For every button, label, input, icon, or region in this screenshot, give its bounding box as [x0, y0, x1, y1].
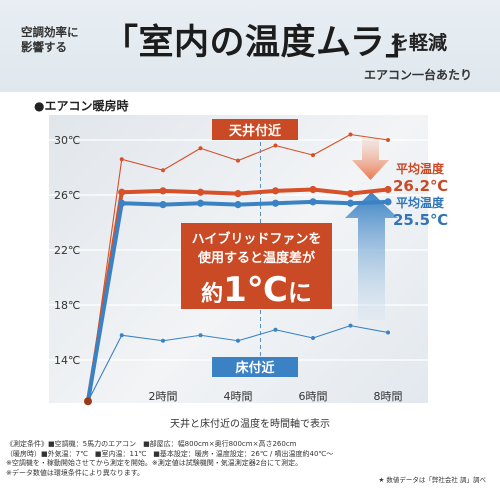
data-point — [386, 330, 390, 335]
callout-prefix: 約 — [201, 281, 223, 307]
measurement-notes: 《測定条件》■空調機：5馬力のエアコン ■部屋広：幅800cm×奥行800cm×… — [6, 440, 486, 478]
note-line: 《測定条件》■空調機：5馬力のエアコン ■部屋広：幅800cm×奥行800cm×… — [6, 440, 297, 448]
y-tick-label: 14℃ — [54, 354, 80, 367]
origin-point — [84, 397, 92, 406]
y-tick-label: 18℃ — [54, 299, 80, 312]
floor-label: 床付近 — [235, 360, 274, 376]
series-layer — [84, 132, 392, 406]
data-point — [348, 132, 353, 137]
callout-box — [181, 223, 332, 309]
data-point — [271, 199, 280, 207]
data-point — [118, 188, 126, 196]
data-point — [196, 199, 205, 207]
data-point — [311, 153, 315, 158]
data-point — [161, 338, 165, 343]
data-point — [119, 333, 124, 338]
callout-line3: 約1℃に — [201, 270, 312, 310]
avg-label-top: 平均温度 — [396, 161, 445, 176]
y-axis-ticks: 14℃ 18℃ 22℃ 26℃ 30℃ — [54, 134, 80, 367]
x-tick-label: 4時間 — [224, 390, 253, 403]
y-tick-label: 22℃ — [54, 244, 80, 257]
x-tick-label: 6時間 — [299, 390, 328, 403]
y-tick-label: 30℃ — [54, 134, 80, 147]
note-line: （暖房時）■外気温：7℃ ■室内温：11℃ ■基本設定：暖房・温度設定：26℃ … — [6, 449, 334, 458]
header-title-tail: を軽減 — [390, 32, 448, 54]
data-point — [198, 333, 203, 338]
x-tick-label: 8時間 — [374, 390, 403, 403]
down-arrow-icon — [352, 138, 389, 180]
data-point — [348, 323, 353, 328]
y-tick-label: 26℃ — [54, 189, 80, 202]
data-point — [234, 190, 242, 198]
header-lead: 空調効率に 影響する — [21, 25, 79, 55]
data-point — [118, 199, 126, 207]
data-point — [346, 199, 355, 207]
data-point — [236, 158, 240, 163]
data-point — [384, 198, 392, 206]
floor-label-box — [212, 357, 298, 377]
chart-caption: 天井と床付近の温度を時間軸で表示 — [170, 419, 330, 430]
header-lead-line1: 空調効率に — [21, 25, 79, 39]
data-point — [161, 168, 165, 173]
data-point — [311, 336, 315, 340]
data-point — [309, 185, 317, 194]
data-point — [198, 146, 203, 151]
ceiling-label-box — [212, 119, 298, 140]
avg-value-top: 26.2℃ — [393, 177, 448, 195]
data-point — [119, 157, 124, 162]
data-point — [159, 187, 167, 195]
data-point — [273, 143, 278, 148]
data-point — [309, 198, 317, 206]
callout-big: 1℃ — [223, 270, 288, 310]
ceiling-label: 天井付近 — [229, 123, 281, 139]
x-tick-label: 2時間 — [149, 390, 178, 403]
header-banner: 空調効率に 影響する 「室内の温度ムラ」 を軽減 エアコン一台あたり — [0, 0, 500, 92]
avg-label-bottom: 平均温度 — [396, 195, 445, 210]
data-point — [196, 188, 205, 196]
data-point — [234, 201, 242, 209]
callout-line1: ハイブリッドファンを — [192, 231, 322, 247]
callout-line2: 使用すると温度差が — [197, 250, 315, 266]
section-title: ●エアコン暖房時 — [34, 99, 129, 113]
header-lead-line2: 影響する — [21, 40, 67, 54]
avg-value-bottom: 25.5℃ — [393, 211, 448, 229]
per-unit-note: エアコン一台あたり — [363, 68, 472, 82]
data-source-note: ★ 数値データは「弊社会社 調」調べ — [378, 476, 486, 484]
data-point — [236, 338, 240, 343]
data-point — [346, 190, 355, 198]
x-axis-ticks: 2時間 4時間 6時間 8時間 — [149, 390, 403, 403]
note-line: ※空調機を・稼動開始させてから測定を開始。※測定値は試験機関・気温測定器2台にて… — [6, 459, 303, 467]
data-point — [159, 201, 167, 209]
data-point — [386, 138, 390, 142]
header-title: 「室内の温度ムラ」 — [103, 23, 421, 63]
data-point — [273, 327, 278, 332]
up-arrow-icon — [345, 192, 398, 320]
data-point — [271, 187, 280, 195]
data-point — [384, 185, 392, 194]
note-line: ※データ数値は環境条件により異なります。 — [6, 468, 145, 477]
callout-suffix: に — [288, 279, 312, 307]
